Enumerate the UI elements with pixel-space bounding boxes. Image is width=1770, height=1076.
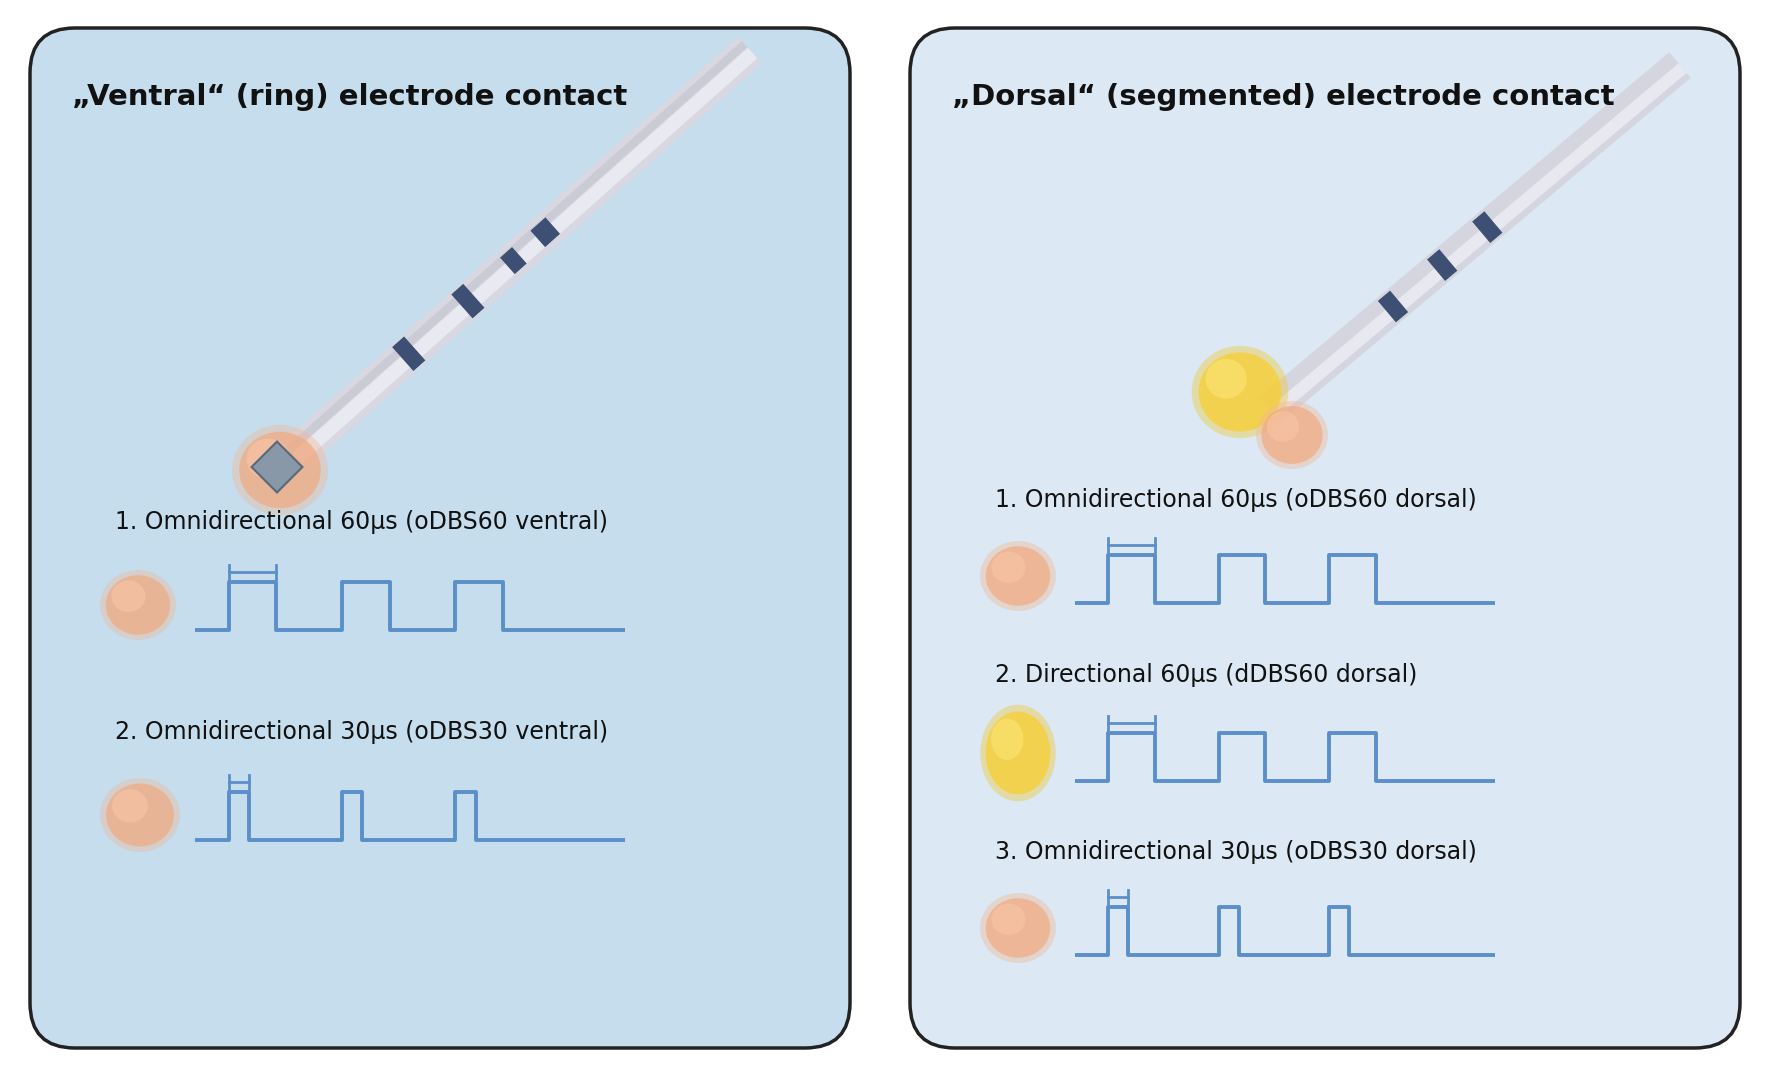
Ellipse shape: [981, 541, 1057, 611]
Text: 2. Omnidirectional 30μs (oDBS30 ventral): 2. Omnidirectional 30μs (oDBS30 ventral): [115, 720, 609, 744]
Ellipse shape: [986, 711, 1050, 794]
Ellipse shape: [991, 904, 1025, 935]
FancyBboxPatch shape: [251, 441, 303, 493]
FancyBboxPatch shape: [1427, 250, 1457, 281]
FancyBboxPatch shape: [531, 217, 559, 247]
FancyBboxPatch shape: [1473, 211, 1503, 243]
Text: 3. Omnidirectional 30μs (oDBS30 dorsal): 3. Omnidirectional 30μs (oDBS30 dorsal): [995, 840, 1476, 864]
Ellipse shape: [991, 719, 1023, 760]
FancyBboxPatch shape: [393, 337, 425, 371]
Text: „Ventral“ (ring) electrode contact: „Ventral“ (ring) electrode contact: [73, 83, 627, 111]
Ellipse shape: [1267, 411, 1299, 442]
Ellipse shape: [986, 547, 1050, 606]
Ellipse shape: [1198, 353, 1281, 431]
Ellipse shape: [239, 431, 320, 508]
Ellipse shape: [1191, 345, 1289, 438]
Text: 1. Omnidirectional 60μs (oDBS60 ventral): 1. Omnidirectional 60μs (oDBS60 ventral): [115, 510, 609, 534]
Ellipse shape: [99, 778, 181, 852]
Ellipse shape: [981, 705, 1055, 802]
Ellipse shape: [112, 580, 145, 612]
Text: „Dorsal“ (segmented) electrode contact: „Dorsal“ (segmented) electrode contact: [952, 83, 1614, 111]
Ellipse shape: [1205, 359, 1246, 398]
FancyBboxPatch shape: [1377, 291, 1409, 323]
Ellipse shape: [246, 439, 290, 479]
Ellipse shape: [991, 552, 1025, 583]
Ellipse shape: [986, 898, 1050, 958]
Ellipse shape: [106, 783, 173, 847]
FancyBboxPatch shape: [30, 28, 850, 1048]
Ellipse shape: [232, 425, 327, 515]
Ellipse shape: [981, 893, 1057, 963]
FancyBboxPatch shape: [910, 28, 1740, 1048]
Ellipse shape: [1257, 401, 1328, 469]
FancyBboxPatch shape: [501, 247, 527, 274]
Ellipse shape: [106, 576, 170, 635]
Ellipse shape: [112, 789, 149, 822]
Text: 2. Directional 60μs (dDBS60 dorsal): 2. Directional 60μs (dDBS60 dorsal): [995, 663, 1418, 686]
Ellipse shape: [1262, 406, 1322, 464]
Text: 1. Omnidirectional 60μs (oDBS60 dorsal): 1. Omnidirectional 60μs (oDBS60 dorsal): [995, 489, 1476, 512]
FancyBboxPatch shape: [451, 284, 485, 318]
Ellipse shape: [99, 570, 175, 640]
